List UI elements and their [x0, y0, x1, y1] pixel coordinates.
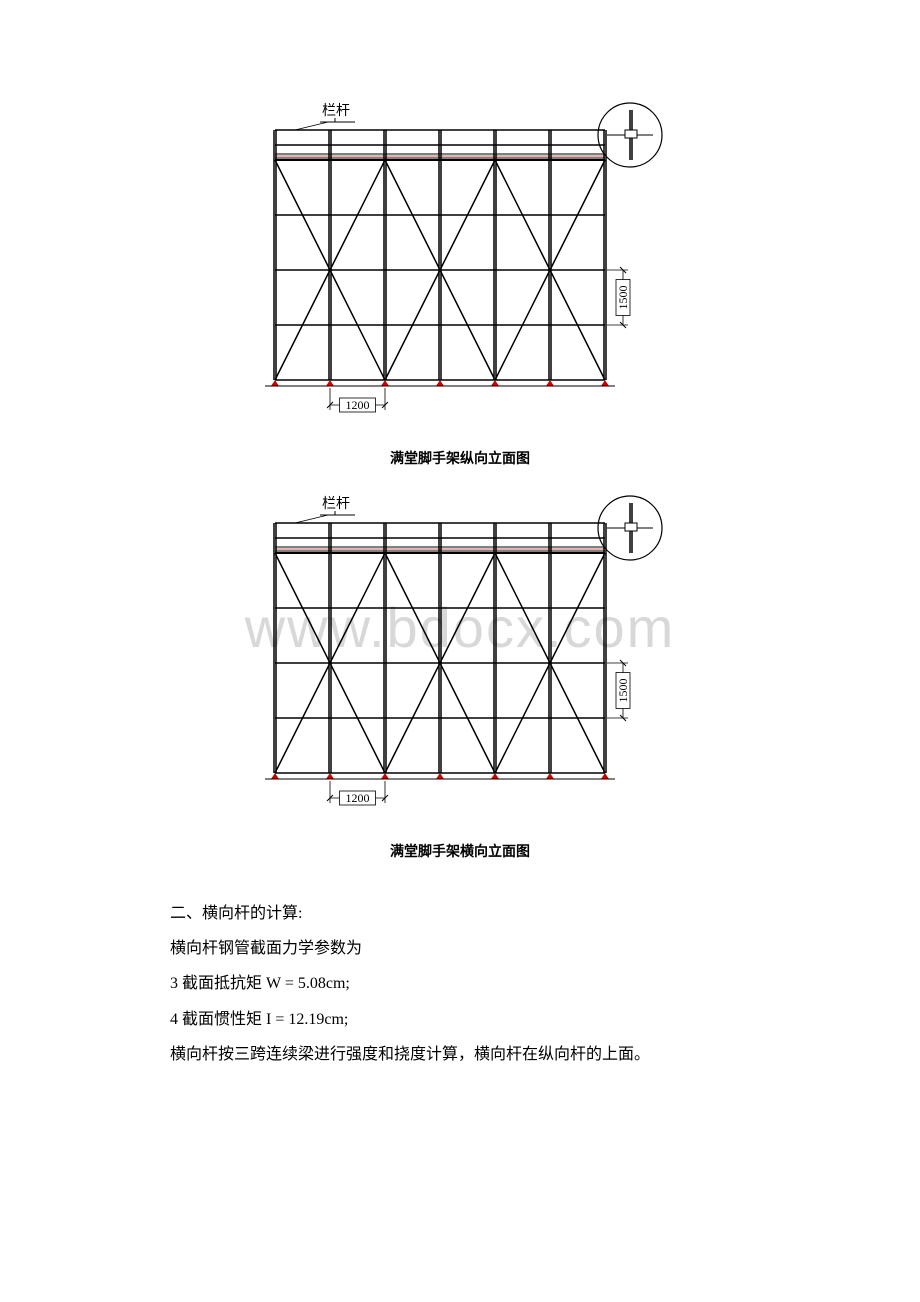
svg-text:栏杆: 栏杆	[322, 496, 350, 512]
text-line-3: 4 截面惯性矩 I = 12.19cm;	[170, 1002, 750, 1037]
svg-text:1200: 1200	[346, 791, 370, 805]
text-content: 二、横向杆的计算: 横向杆钢管截面力学参数为 3 截面抵抗矩 W = 5.08c…	[170, 896, 750, 1072]
diagram2-svg: 栏杆 1200 1500	[240, 493, 680, 833]
diagram2-block: 栏杆 1200 1500 满堂脚手架横向立面图	[170, 493, 750, 861]
text-line-1: 横向杆钢管截面力学参数为	[170, 931, 750, 966]
svg-text:1200: 1200	[346, 398, 370, 412]
diagram1-svg: 栏杆 1200 1500	[240, 100, 680, 440]
diagram1-caption: 满堂脚手架纵向立面图	[170, 448, 750, 468]
svg-text:1500: 1500	[616, 286, 630, 310]
svg-text:1500: 1500	[616, 679, 630, 703]
text-line-2: 3 截面抵抗矩 W = 5.08cm;	[170, 966, 750, 1001]
diagram1-block: 栏杆 1200 1500 满堂脚手架纵向立面图	[170, 100, 750, 468]
text-line-4: 横向杆按三跨连续梁进行强度和挠度计算，横向杆在纵向杆的上面。	[170, 1037, 750, 1072]
section-heading: 二、横向杆的计算:	[170, 896, 750, 931]
diagram2-caption: 满堂脚手架横向立面图	[170, 841, 750, 861]
svg-text:栏杆: 栏杆	[322, 103, 350, 119]
